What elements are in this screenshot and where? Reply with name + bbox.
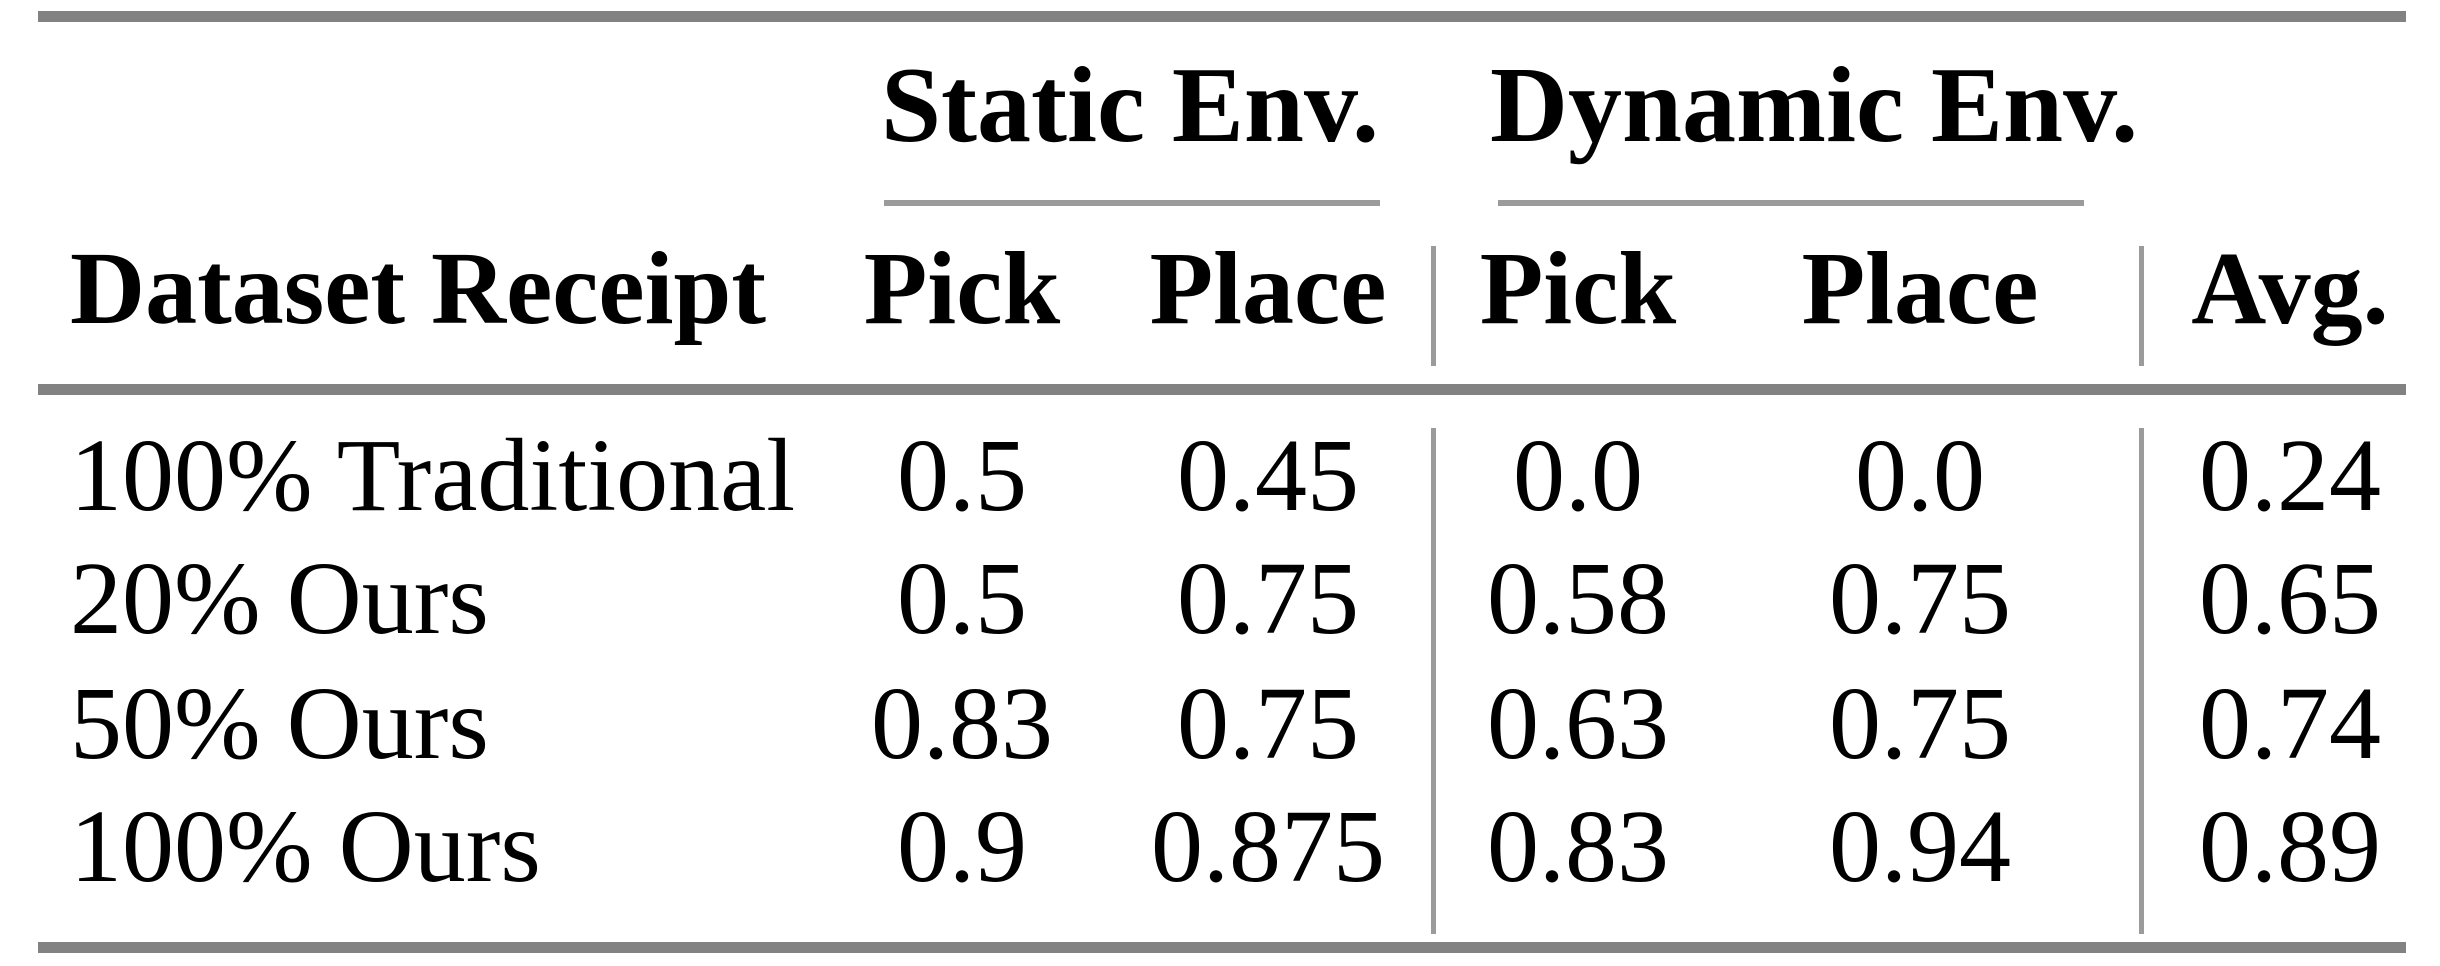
table-header-midrule: [38, 384, 2406, 395]
column-separator-1-body: [1431, 428, 1436, 934]
cell-dynamic-pick: 0.0: [1513, 418, 1643, 533]
static-env-cmidrule: [884, 200, 1380, 206]
table-bottom-rule: [38, 942, 2406, 953]
cell-static-place: 0.75: [1177, 666, 1359, 781]
row-label: 50% Ours: [70, 666, 489, 781]
cell-dynamic-place: 0.94: [1829, 789, 2011, 904]
cell-dynamic-place: 0.75: [1829, 666, 2011, 781]
cell-static-pick: 0.83: [871, 666, 1053, 781]
cell-dynamic-place: 0.0: [1855, 418, 1985, 533]
cell-avg: 0.24: [2199, 418, 2381, 533]
group-header-static-env: Static Env.: [880, 46, 1380, 165]
cell-dynamic-place: 0.75: [1829, 541, 2011, 656]
cell-dynamic-pick: 0.58: [1487, 541, 1669, 656]
cell-dynamic-pick: 0.83: [1487, 789, 1669, 904]
row-label: 20% Ours: [70, 541, 489, 656]
column-separator-2-body: [2139, 428, 2144, 934]
row-label: 100% Ours: [70, 789, 541, 904]
cell-static-pick: 0.5: [897, 541, 1027, 656]
cell-avg: 0.89: [2199, 789, 2381, 904]
dynamic-env-cmidrule: [1498, 200, 2084, 206]
row-label: 100% Traditional: [70, 418, 796, 533]
column-header-dynamic-pick: Pick: [1479, 231, 1677, 346]
column-header-dynamic-place: Place: [1801, 231, 2039, 346]
column-header-static-pick: Pick: [863, 231, 1061, 346]
cell-static-place: 0.45: [1177, 418, 1359, 533]
column-separator-1-header: [1431, 246, 1436, 366]
column-header-avg: Avg.: [2191, 231, 2389, 346]
column-header-dataset-receipt: Dataset Receipt: [70, 231, 766, 346]
cell-avg: 0.65: [2199, 541, 2381, 656]
column-separator-2-header: [2139, 246, 2144, 366]
cell-static-pick: 0.5: [897, 418, 1027, 533]
cell-dynamic-pick: 0.63: [1487, 666, 1669, 781]
cell-avg: 0.74: [2199, 666, 2381, 781]
cell-static-place: 0.875: [1151, 789, 1385, 904]
cell-static-place: 0.75: [1177, 541, 1359, 656]
column-header-static-place: Place: [1149, 231, 1387, 346]
cell-static-pick: 0.9: [897, 789, 1027, 904]
table-top-rule: [38, 11, 2406, 22]
group-header-dynamic-env: Dynamic Env.: [1490, 46, 2139, 165]
